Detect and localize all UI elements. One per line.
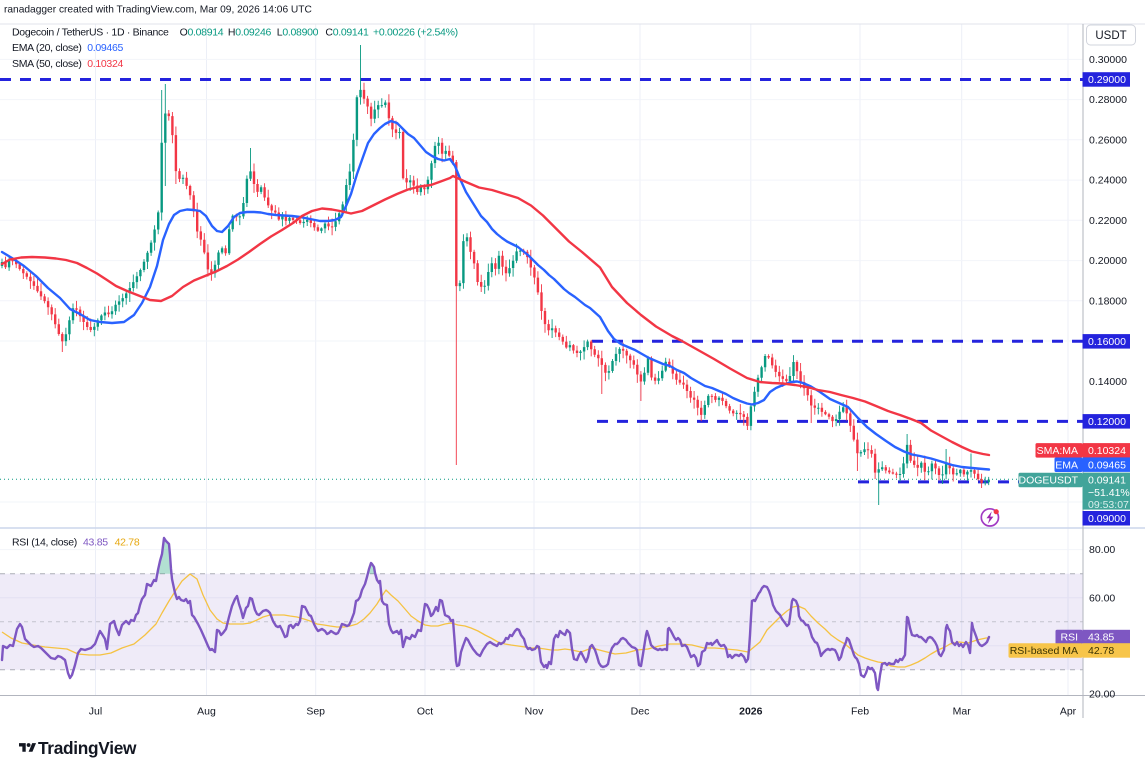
svg-text:0.09465: 0.09465: [87, 42, 123, 54]
svg-text:0.20000: 0.20000: [1089, 255, 1127, 267]
svg-text:Sep: Sep: [306, 706, 325, 718]
svg-text:0.22000: 0.22000: [1089, 215, 1127, 227]
svg-text:L0.08900: L0.08900: [277, 26, 319, 38]
svg-text:Nov: Nov: [525, 706, 544, 718]
svg-text:TradingView: TradingView: [38, 738, 137, 758]
svg-text:USDT: USDT: [1095, 30, 1126, 42]
svg-text:0.16000: 0.16000: [1088, 336, 1126, 348]
svg-text:0.10324: 0.10324: [1088, 445, 1126, 457]
svg-text:0.24000: 0.24000: [1089, 175, 1127, 187]
svg-text:RSI: RSI: [1060, 632, 1078, 644]
svg-text:43.85: 43.85: [83, 536, 108, 548]
svg-text:80.00: 80.00: [1089, 544, 1115, 556]
svg-text:EMA (20, close): EMA (20, close): [12, 42, 82, 54]
svg-text:60.00: 60.00: [1089, 592, 1115, 604]
svg-text:Aug: Aug: [197, 706, 216, 718]
svg-text:0.09465: 0.09465: [1088, 459, 1126, 471]
svg-text:Jul: Jul: [89, 706, 102, 718]
svg-text:SMA:MA: SMA:MA: [1037, 445, 1078, 457]
svg-text:0.28000: 0.28000: [1089, 94, 1127, 106]
svg-text:42.78: 42.78: [1088, 645, 1114, 657]
svg-text:H0.09246: H0.09246: [228, 26, 272, 38]
svg-text:0.30000: 0.30000: [1089, 54, 1127, 66]
svg-text:RSI (14, close): RSI (14, close): [12, 536, 77, 548]
svg-text:0.12000: 0.12000: [1088, 416, 1126, 428]
svg-text:43.85: 43.85: [1088, 632, 1114, 644]
svg-text:20.00: 20.00: [1089, 688, 1115, 700]
svg-text:0.29000: 0.29000: [1088, 74, 1126, 86]
svg-text:−51.41%: −51.41%: [1088, 487, 1130, 499]
svg-text:0.26000: 0.26000: [1089, 134, 1127, 146]
svg-text:0.18000: 0.18000: [1089, 295, 1127, 307]
svg-text:DOGEUSDT: DOGEUSDT: [1018, 475, 1078, 487]
svg-text:2026: 2026: [739, 706, 763, 718]
svg-text:O0.08914: O0.08914: [180, 26, 224, 38]
svg-text:ranadagger created with Tradin: ranadagger created with TradingView.com,…: [4, 5, 312, 16]
svg-text:0.14000: 0.14000: [1089, 376, 1127, 388]
svg-text:Dec: Dec: [631, 706, 650, 718]
svg-text:Mar: Mar: [953, 706, 972, 718]
svg-text:+0.00226 (+2.54%): +0.00226 (+2.54%): [373, 26, 458, 38]
svg-text:0.09000: 0.09000: [1088, 513, 1126, 525]
svg-text:Dogecoin / TetherUS · 1D · Bin: Dogecoin / TetherUS · 1D · Binance: [12, 26, 169, 38]
svg-text:C0.09141: C0.09141: [325, 26, 369, 38]
svg-text:0.10324: 0.10324: [87, 58, 123, 70]
svg-text:09:53:07: 09:53:07: [1088, 499, 1129, 511]
svg-text:0.09141: 0.09141: [1088, 475, 1126, 487]
svg-text:Feb: Feb: [851, 706, 869, 718]
svg-text:Oct: Oct: [417, 706, 433, 718]
svg-text:Apr: Apr: [1060, 706, 1077, 718]
svg-text:SMA (50, close): SMA (50, close): [12, 58, 82, 70]
svg-text:42.78: 42.78: [115, 536, 140, 548]
svg-text:RSI-based MA: RSI-based MA: [1010, 645, 1078, 657]
svg-text:EMA: EMA: [1055, 459, 1078, 471]
